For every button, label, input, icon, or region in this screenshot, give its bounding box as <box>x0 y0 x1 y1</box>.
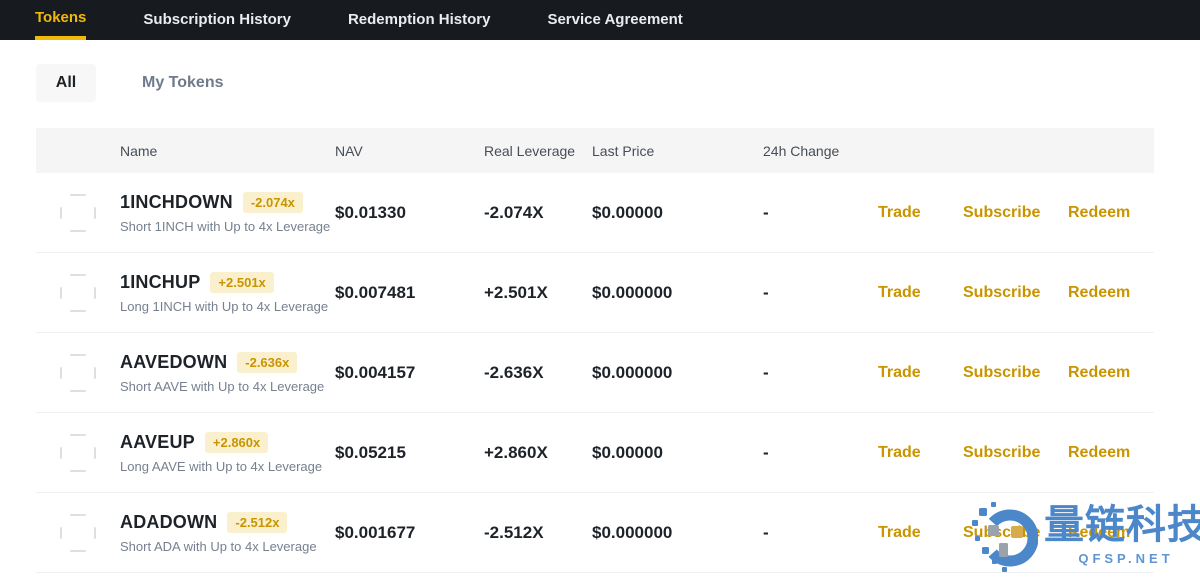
token-image-placeholder-icon <box>60 193 96 232</box>
filter-my-tokens[interactable]: My Tokens <box>142 74 224 91</box>
table-body: 1INCHDOWN -2.074x Short 1INCH with Up to… <box>36 173 1154 573</box>
tab-service-agreement[interactable]: Service Agreement <box>547 11 683 28</box>
trade-link[interactable]: Trade <box>878 523 921 541</box>
token-description: Short ADA with Up to 4x Leverage <box>120 538 317 554</box>
redeem-link[interactable]: Redeem <box>1068 363 1131 381</box>
real-leverage-value: -2.636X <box>484 362 544 382</box>
header-last-price: Last Price <box>592 142 655 159</box>
subscribe-link[interactable]: Subscribe <box>963 443 1041 461</box>
nav-value: $0.05215 <box>335 442 406 462</box>
subscribe-link[interactable]: Subscribe <box>963 363 1041 381</box>
table-header: Name NAV Real Leverage Last Price 24h Ch… <box>36 128 1154 173</box>
redeem-link[interactable]: Redeem <box>1068 203 1131 221</box>
table-row: AAVEDOWN -2.636x Short AAVE with Up to 4… <box>36 333 1154 413</box>
change-value: - <box>763 442 769 462</box>
trade-link[interactable]: Trade <box>878 203 921 221</box>
leverage-badge: +2.501x <box>210 271 274 293</box>
leverage-badge: -2.074x <box>242 191 303 213</box>
header-nav: NAV <box>335 142 363 159</box>
change-value: - <box>763 282 769 302</box>
last-price-value: $0.000000 <box>592 362 673 382</box>
nav-value: $0.01330 <box>335 202 406 222</box>
token-description: Short 1INCH with Up to 4x Leverage <box>120 218 331 234</box>
token-name: 1INCHDOWN <box>120 191 233 212</box>
nav-value: $0.007481 <box>335 282 416 302</box>
real-leverage-value: -2.512X <box>484 522 544 542</box>
token-image-placeholder-icon <box>60 513 96 552</box>
real-leverage-value: +2.860X <box>484 442 548 462</box>
token-name: AAVEUP <box>120 431 195 452</box>
token-name: ADADOWN <box>120 511 218 532</box>
subscribe-link[interactable]: Subscribe <box>963 523 1041 541</box>
token-description: Long 1INCH with Up to 4x Leverage <box>120 298 329 314</box>
header-24h-change: 24h Change <box>763 142 840 159</box>
token-description: Long AAVE with Up to 4x Leverage <box>120 458 323 474</box>
real-leverage-value: +2.501X <box>484 282 548 302</box>
table-row: AAVEUP +2.860x Long AAVE with Up to 4x L… <box>36 413 1154 493</box>
redeem-link[interactable]: Redeem <box>1068 283 1131 301</box>
last-price-value: $0.000000 <box>592 522 673 542</box>
leverage-badge: -2.512x <box>227 511 288 533</box>
nav-value: $0.001677 <box>335 522 416 542</box>
real-leverage-value: -2.074X <box>484 202 544 222</box>
change-value: - <box>763 362 769 382</box>
table-row: 1INCHDOWN -2.074x Short 1INCH with Up to… <box>36 173 1154 253</box>
token-name: 1INCHUP <box>120 271 201 292</box>
trade-link[interactable]: Trade <box>878 363 921 381</box>
redeem-link[interactable]: Redeem <box>1068 523 1131 541</box>
redeem-link[interactable]: Redeem <box>1068 443 1131 461</box>
nav-value: $0.004157 <box>335 362 416 382</box>
subscribe-link[interactable]: Subscribe <box>963 283 1041 301</box>
tab-redemption-history[interactable]: Redemption History <box>347 11 491 28</box>
change-value: - <box>763 202 769 222</box>
token-name: AAVEDOWN <box>120 351 228 372</box>
header-name: Name <box>120 142 158 159</box>
last-price-value: $0.00000 <box>592 442 663 462</box>
token-image-placeholder-icon <box>60 353 96 392</box>
tokens-table: Name NAV Real Leverage Last Price 24h Ch… <box>36 128 1154 573</box>
subscribe-link[interactable]: Subscribe <box>963 203 1041 221</box>
change-value: - <box>763 522 769 542</box>
token-filter-bar: All My Tokens <box>36 64 242 102</box>
top-nav: Tokens Subscription History Redemption H… <box>0 0 1200 40</box>
last-price-value: $0.000000 <box>592 282 673 302</box>
token-image-placeholder-icon <box>60 433 96 472</box>
tab-subscription-history[interactable]: Subscription History <box>143 11 291 28</box>
leverage-badge: +2.860x <box>204 431 269 453</box>
filter-all[interactable]: All <box>36 64 96 102</box>
last-price-value: $0.00000 <box>592 202 663 222</box>
tab-tokens[interactable]: Tokens <box>35 0 87 40</box>
token-description: Short AAVE with Up to 4x Leverage <box>120 378 325 394</box>
table-row: ADADOWN -2.512x Short ADA with Up to 4x … <box>36 493 1154 573</box>
trade-link[interactable]: Trade <box>878 283 921 301</box>
header-real-leverage: Real Leverage <box>484 142 576 159</box>
table-row: 1INCHUP +2.501x Long 1INCH with Up to 4x… <box>36 253 1154 333</box>
leverage-badge: -2.636x <box>237 351 298 373</box>
trade-link[interactable]: Trade <box>878 443 921 461</box>
token-image-placeholder-icon <box>60 273 96 312</box>
